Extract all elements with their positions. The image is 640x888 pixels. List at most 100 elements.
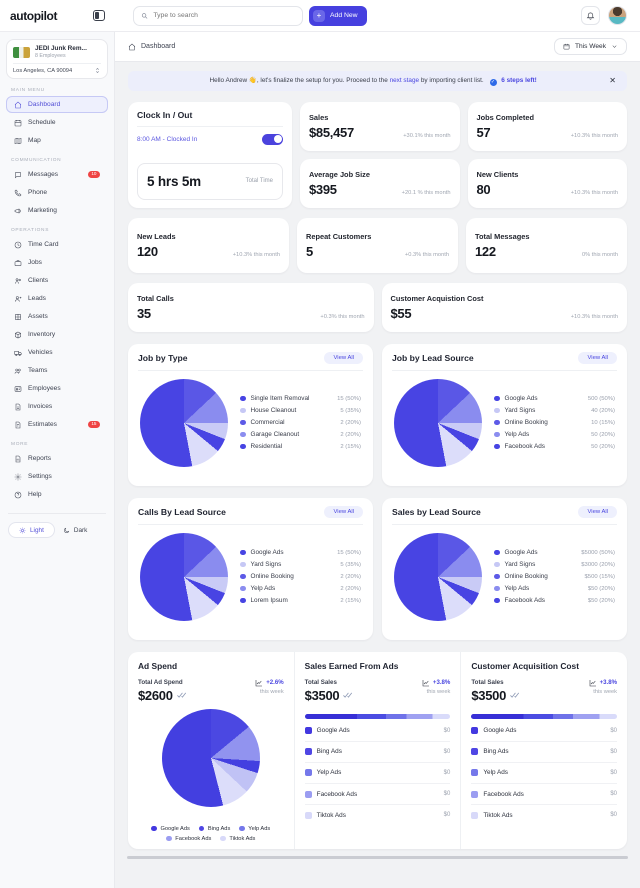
map-icon bbox=[14, 137, 22, 144]
stat-value: 57 bbox=[476, 124, 491, 140]
add-new-button[interactable]: + Add New bbox=[309, 5, 367, 26]
breadcrumb[interactable]: Dashboard bbox=[128, 43, 175, 51]
card-title: Customer Acquisition Cost bbox=[471, 660, 579, 671]
sidebar-item-label: Settings bbox=[28, 473, 52, 480]
sidebar-item-jobs[interactable]: Jobs bbox=[6, 254, 108, 271]
clock-toggle[interactable] bbox=[262, 133, 283, 145]
legend-item: Yelp Ads 2 (20%) bbox=[240, 585, 361, 592]
clock-icon bbox=[14, 241, 22, 248]
metric-value: $2600 bbox=[138, 687, 173, 703]
legend-dot bbox=[494, 573, 500, 580]
job-by-type-pie-chart bbox=[140, 378, 228, 467]
company-location: Los Angeles, CA 90094 bbox=[13, 67, 73, 74]
ad-spend-column: Ad Spend Total Ad Spend $2600 bbox=[128, 652, 294, 849]
sidebar-divider bbox=[8, 513, 106, 514]
legend-dot bbox=[240, 585, 246, 592]
help-icon bbox=[14, 491, 22, 498]
period-selector[interactable]: This Week bbox=[553, 38, 627, 55]
sidebar-item-help[interactable]: Help bbox=[6, 486, 108, 503]
list-item: Google Ads $0 bbox=[304, 721, 451, 742]
sidebar-item-estimates[interactable]: Estimates 15 bbox=[6, 416, 108, 433]
sidebar-item-label: Reports bbox=[28, 455, 52, 462]
view-all-button[interactable]: View All bbox=[324, 351, 363, 364]
avatar[interactable] bbox=[608, 6, 627, 25]
file-text-icon bbox=[15, 421, 21, 428]
stat-label: New Clients bbox=[476, 169, 519, 179]
sidebar-item-settings[interactable]: Settings bbox=[6, 468, 108, 485]
banner-greeting: Hello Andrew 👋, let's finalize the setup… bbox=[209, 77, 388, 84]
legend-item: Yard Signs 40 (20%) bbox=[494, 407, 615, 414]
swatch bbox=[471, 727, 479, 735]
list-item: Tiktok Ads $0 bbox=[471, 805, 617, 825]
search-box[interactable] bbox=[133, 5, 303, 26]
sidebar-item-label: Marketing bbox=[28, 207, 57, 214]
metric-period: this week bbox=[426, 688, 451, 695]
legend-item: Google Ads bbox=[151, 826, 190, 832]
view-all-button[interactable]: View All bbox=[578, 505, 617, 518]
legend-item: Online Booking 10 (15%) bbox=[494, 419, 615, 426]
team-icon bbox=[14, 368, 21, 374]
search-input[interactable] bbox=[153, 12, 295, 19]
id-badge-icon bbox=[14, 385, 22, 392]
sidebar-item-marketing[interactable]: Marketing bbox=[6, 202, 108, 219]
horizontal-scrollbar[interactable] bbox=[127, 855, 628, 859]
sidebar-item-phone[interactable]: Phone bbox=[6, 184, 108, 201]
sales-by-lead-source-card: Sales by Lead Source View All Google Ads… bbox=[382, 497, 627, 640]
calendar-icon bbox=[14, 119, 22, 126]
legend-item: Yelp Ads bbox=[239, 826, 270, 832]
sidebar-item-invoices[interactable]: Invoices bbox=[6, 398, 108, 415]
view-all-button[interactable]: View All bbox=[578, 351, 617, 364]
sidebar-item-time-card[interactable]: Time Card bbox=[6, 236, 108, 253]
add-new-label: Add New bbox=[330, 12, 358, 19]
sidebar-item-messages[interactable]: Messages 10 bbox=[6, 166, 108, 183]
metric-change: +2.6% bbox=[266, 679, 284, 686]
swatch bbox=[471, 790, 479, 798]
app-logo: autopilot bbox=[10, 8, 58, 23]
double-check-icon bbox=[510, 692, 520, 698]
trend-chart-icon bbox=[255, 679, 263, 686]
sidebar-item-schedule[interactable]: Schedule bbox=[6, 114, 108, 131]
section-label-main-menu: MAIN MENU bbox=[11, 88, 45, 93]
double-check-icon bbox=[343, 692, 353, 698]
next-stage-link[interactable]: next stage bbox=[389, 77, 420, 84]
legend-dot bbox=[240, 395, 246, 402]
calendar-icon bbox=[563, 43, 570, 50]
sidebar-item-reports[interactable]: Reports bbox=[6, 450, 108, 467]
theme-light-button[interactable]: Light bbox=[8, 522, 55, 538]
view-all-button[interactable]: View All bbox=[324, 505, 363, 518]
check-circle-icon: ✓ bbox=[489, 78, 497, 86]
company-name: JEDI Junk Rem... bbox=[35, 45, 87, 52]
plus-icon: + bbox=[313, 9, 325, 22]
sidebar-item-inventory[interactable]: Inventory bbox=[6, 326, 108, 343]
section-label-more: MORE bbox=[11, 442, 29, 447]
sidebar-item-clients[interactable]: Clients bbox=[6, 272, 108, 289]
legend-dot bbox=[240, 549, 246, 556]
stat-card-average-job-size: Average Job Size $395 +20.1 % this month bbox=[300, 158, 460, 208]
phone-icon bbox=[14, 189, 22, 196]
legend-dot bbox=[494, 443, 500, 450]
notifications-button[interactable] bbox=[581, 6, 600, 25]
metric-label: Total Ad Spend bbox=[138, 678, 183, 686]
sidebar-item-leads[interactable]: Leads bbox=[6, 290, 108, 307]
sidebar-item-teams[interactable]: Teams bbox=[6, 362, 108, 379]
sidebar-item-vehicles[interactable]: Vehicles bbox=[6, 344, 108, 361]
sidebar-item-employees[interactable]: Employees bbox=[6, 380, 108, 397]
job-by-lead-source-pie-chart bbox=[394, 378, 482, 467]
company-switcher[interactable]: JEDI Junk Rem... 8 Employees Los Angeles… bbox=[6, 39, 108, 79]
steps-left: 6 steps left! bbox=[501, 77, 537, 84]
stat-value: $55 bbox=[390, 305, 412, 321]
sidebar-item-map[interactable]: Map bbox=[6, 132, 108, 149]
stat-card-sales: Sales $85,457 +30.1% this month bbox=[300, 101, 460, 151]
swatch bbox=[304, 811, 312, 819]
theme-dark-button[interactable]: Dark bbox=[63, 527, 87, 534]
sidebar-item-dashboard[interactable]: Dashboard bbox=[6, 96, 108, 113]
banner-close-icon[interactable]: ✕ bbox=[609, 76, 616, 86]
double-check-icon bbox=[176, 692, 186, 698]
sidebar-collapse-icon[interactable] bbox=[93, 10, 105, 21]
calls-by-lead-source-card: Calls By Lead Source View All Google Ads… bbox=[128, 497, 373, 640]
sidebar-item-assets[interactable]: Assets bbox=[6, 308, 108, 325]
stat-label: Customer Acquistion Cost bbox=[390, 293, 484, 303]
stat-value: 122 bbox=[475, 243, 496, 259]
card-title: Job by Type bbox=[138, 352, 188, 363]
stat-card-customer-acquisition-cost: Customer Acquistion Cost $55 +10.3% this … bbox=[381, 282, 627, 332]
